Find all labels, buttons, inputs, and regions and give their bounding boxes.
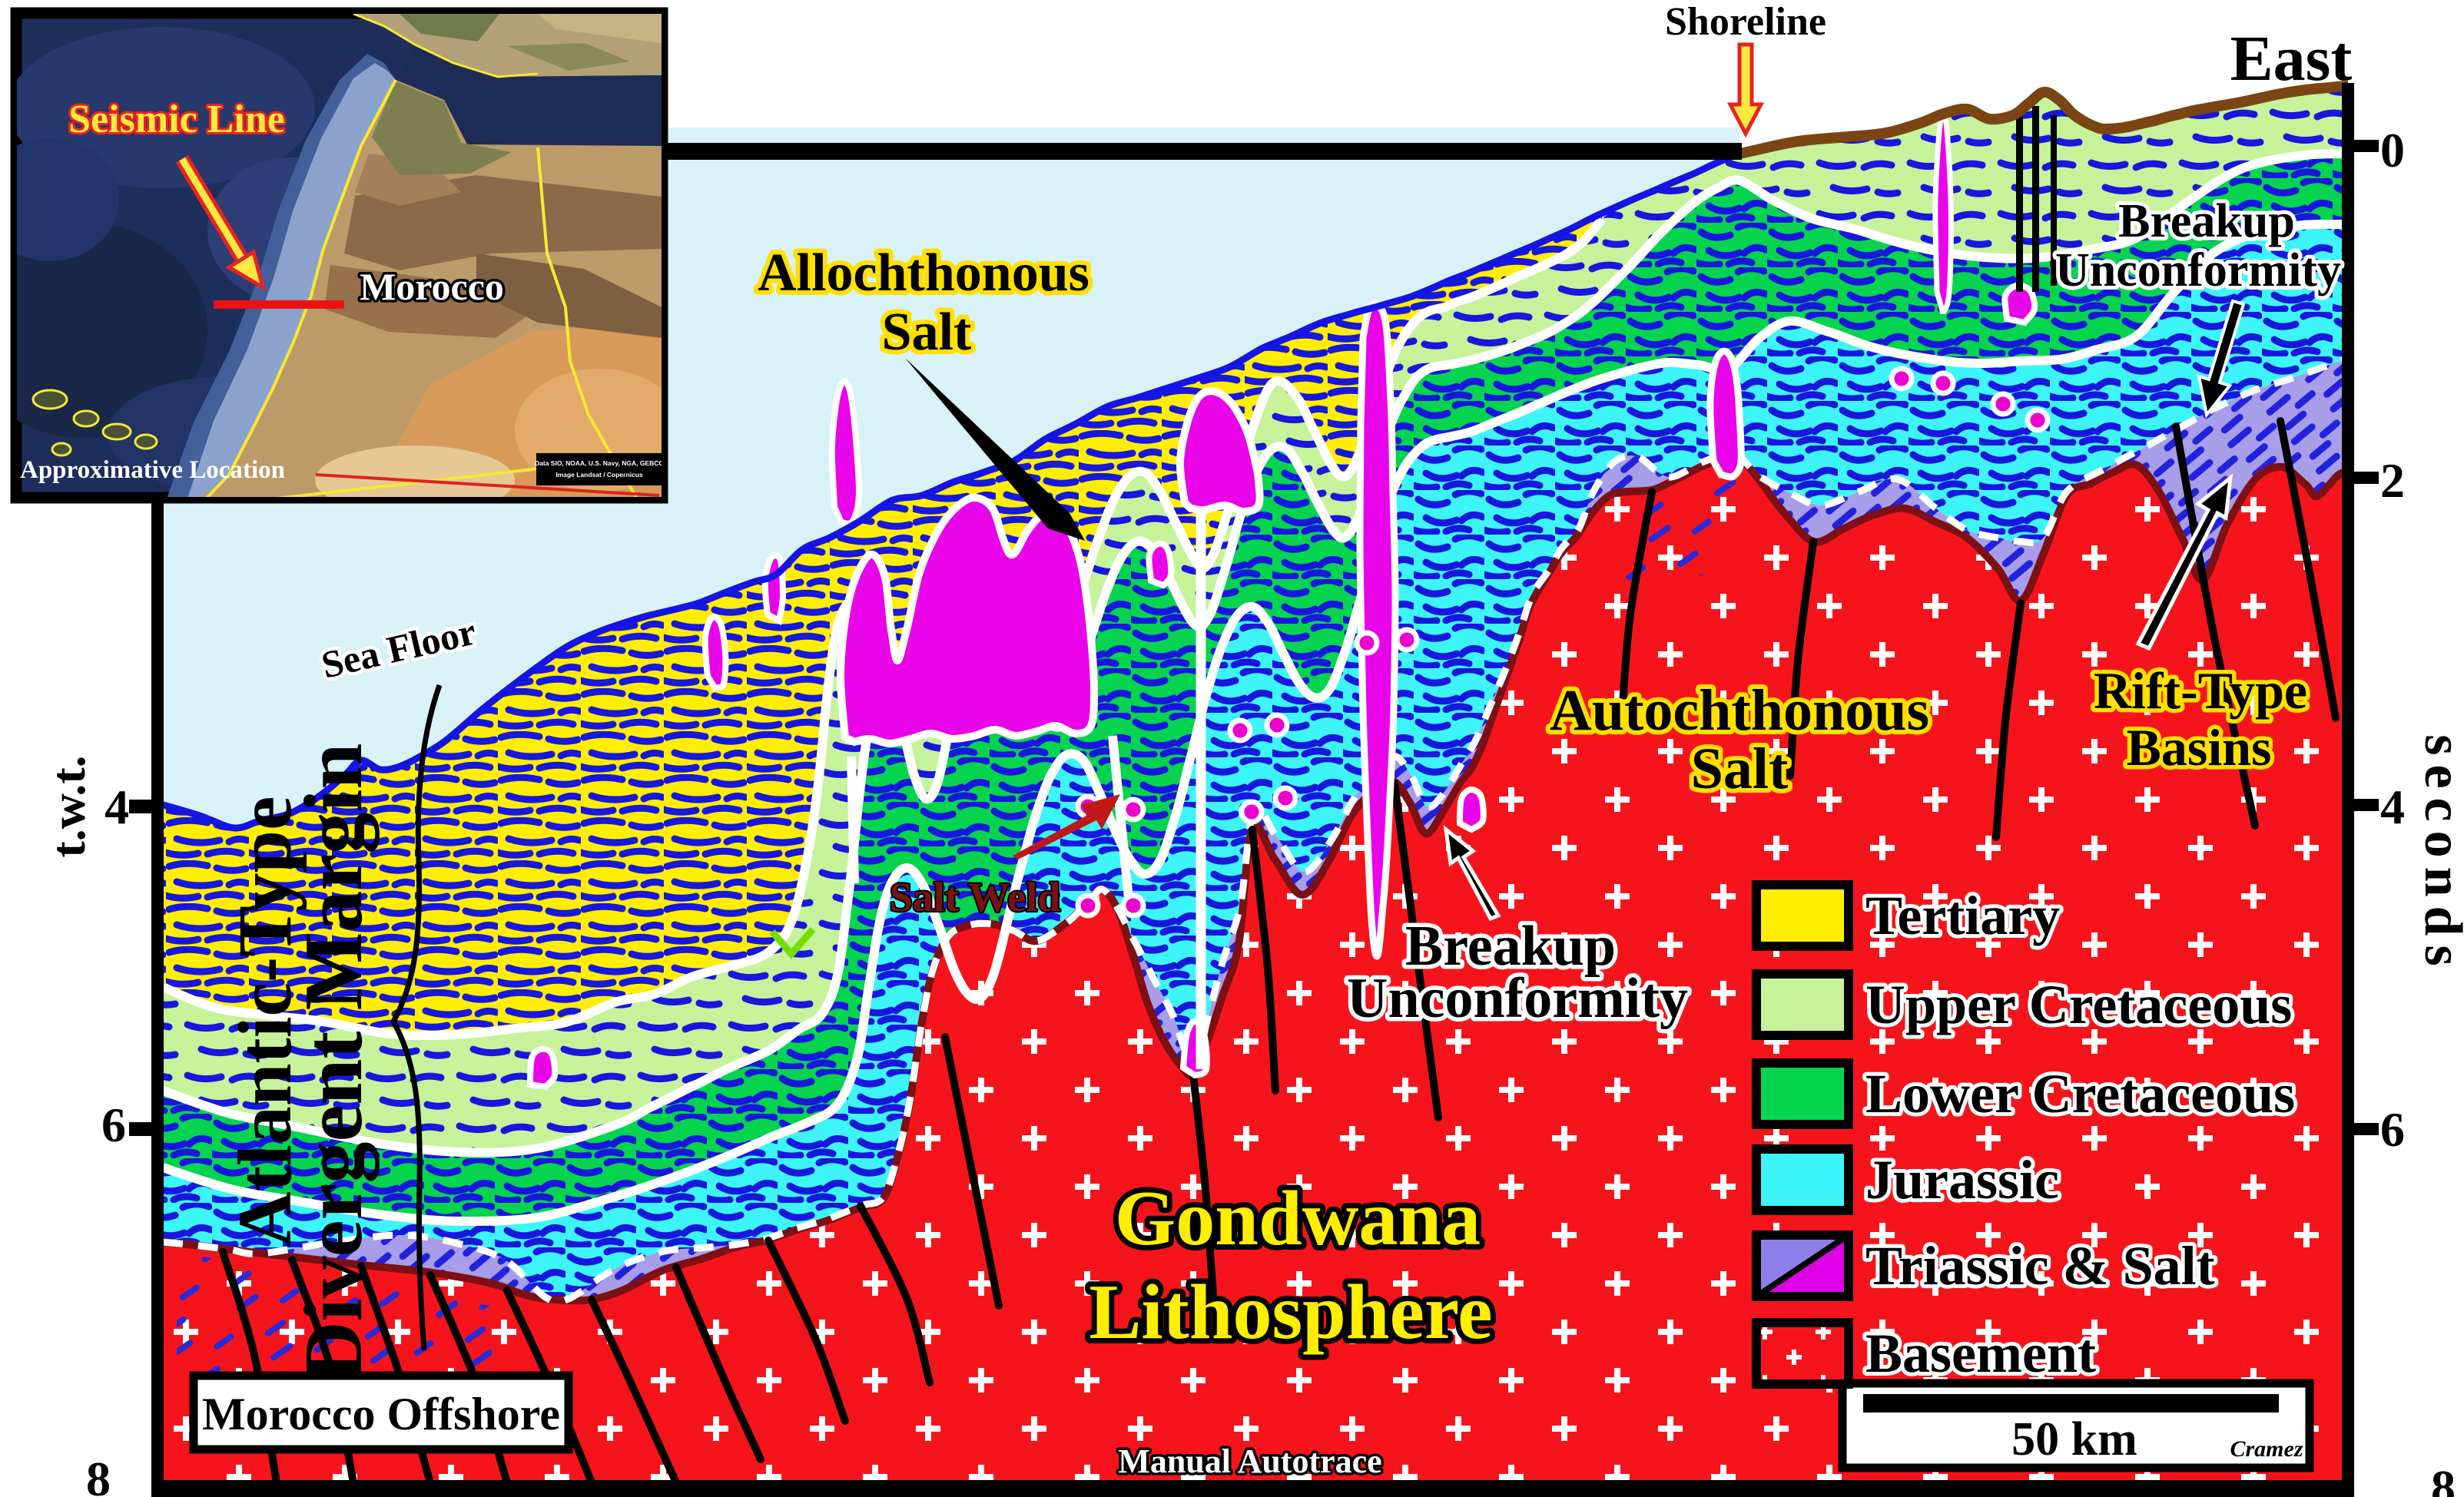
svg-text:Basins: Basins — [2127, 718, 2272, 777]
svg-text:Upper Cretaceous: Upper Cretaceous — [1865, 974, 2292, 1035]
svg-text:Basement: Basement — [1865, 1323, 2096, 1384]
svg-text:t.w.t.: t.w.t. — [41, 755, 95, 857]
svg-text:50 km: 50 km — [2011, 1413, 2137, 1466]
svg-text:Cramez: Cramez — [2230, 1436, 2303, 1462]
svg-text:Breakup: Breakup — [2118, 195, 2295, 247]
svg-text:4: 4 — [104, 780, 129, 834]
svg-text:Salt Weld: Salt Weld — [890, 874, 1061, 920]
svg-text:Rift-Type: Rift-Type — [2094, 661, 2307, 720]
svg-text:Data SIO, NOAA, U.S. Navy, NGA: Data SIO, NOAA, U.S. Navy, NGA, GEBCO — [535, 459, 664, 467]
svg-text:Jurassic: Jurassic — [1865, 1149, 2059, 1211]
svg-text:seconds: seconds — [2413, 734, 2464, 975]
svg-text:Allochthonous: Allochthonous — [758, 243, 1089, 303]
svg-text:Morocco: Morocco — [360, 265, 504, 308]
svg-text:Atlantic-Type: Atlantic-Type — [222, 797, 307, 1247]
svg-text:Image Landsat / Copernicus: Image Landsat / Copernicus — [555, 471, 643, 479]
svg-text:6: 6 — [101, 1098, 126, 1152]
svg-text:2: 2 — [2380, 453, 2405, 508]
svg-text:Tertiary: Tertiary — [1865, 885, 2060, 946]
svg-text:Salt: Salt — [882, 303, 972, 362]
svg-text:8: 8 — [2431, 1460, 2456, 1497]
svg-text:Salt: Salt — [1691, 737, 1789, 801]
svg-text:Gondwana: Gondwana — [1115, 1175, 1481, 1262]
svg-text:8: 8 — [86, 1452, 111, 1497]
svg-text:0: 0 — [2380, 123, 2405, 177]
svg-text:Lithosphere: Lithosphere — [1089, 1269, 1492, 1356]
svg-text:Triassic & Salt: Triassic & Salt — [1865, 1235, 2215, 1297]
svg-text:East: East — [2230, 23, 2353, 94]
svg-text:Shoreline: Shoreline — [1665, 0, 1826, 44]
svg-text:Unconformity: Unconformity — [2055, 244, 2341, 296]
svg-text:Morocco Offshore: Morocco Offshore — [202, 1389, 560, 1439]
svg-text:Breakup: Breakup — [1405, 915, 1616, 978]
svg-text:Unconformity: Unconformity — [1347, 967, 1688, 1030]
svg-text:Manual Autotrace: Manual Autotrace — [1118, 1442, 1381, 1480]
svg-text:Approximative Location: Approximative Location — [20, 456, 285, 484]
svg-text:Seismic Line: Seismic Line — [68, 98, 285, 141]
svg-text:6: 6 — [2380, 1102, 2405, 1157]
svg-text:Autochthonous: Autochthonous — [1550, 678, 1929, 743]
svg-text:Divergent Margin: Divergent Margin — [288, 744, 380, 1382]
svg-text:Lower Cretaceous: Lower Cretaceous — [1865, 1063, 2295, 1124]
svg-text:4: 4 — [2380, 780, 2405, 834]
